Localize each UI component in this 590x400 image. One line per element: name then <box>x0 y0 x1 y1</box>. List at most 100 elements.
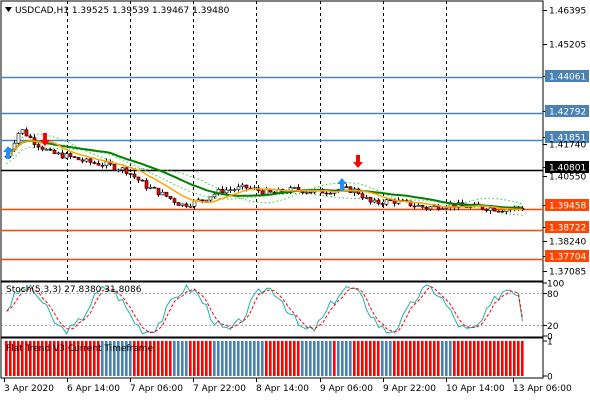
candle-body <box>412 205 417 208</box>
candle-body <box>184 203 189 207</box>
trend-bar-down <box>21 341 24 376</box>
price-label-box <box>545 131 589 143</box>
candle-body <box>40 146 45 150</box>
trend-bar-down <box>169 341 172 376</box>
signal-arrows <box>3 133 363 191</box>
trend-bar-down <box>273 341 276 376</box>
candle-body <box>296 187 301 191</box>
chart-menu-triangle-icon[interactable] <box>5 7 12 12</box>
candle-body <box>152 186 157 189</box>
candle-body <box>148 186 153 189</box>
candle-body <box>132 173 137 178</box>
candle-body <box>160 191 165 196</box>
price-label: 1.40550 <box>549 173 586 183</box>
trend-bar-down <box>469 341 472 376</box>
trend-bar-up <box>301 341 304 376</box>
trend-tick-label: 0 <box>547 373 553 383</box>
time-label: 7 Apr 22:00 <box>193 384 246 394</box>
price-label: 1.45205 <box>549 41 586 51</box>
candle-body <box>168 196 173 199</box>
trend-bar-down <box>361 341 364 376</box>
trend-bar-up <box>105 341 108 376</box>
trend-bar-down <box>81 341 84 376</box>
candle-body <box>44 148 49 151</box>
candle-body <box>24 129 29 137</box>
trend-bar-up <box>329 341 332 376</box>
time-label: 3 Apr 2020 <box>4 384 54 394</box>
candle-body <box>176 202 181 206</box>
trend-bar-down <box>501 341 504 376</box>
candle-body <box>136 176 141 181</box>
trend-bar-up <box>385 341 388 376</box>
candle-body <box>200 199 205 202</box>
candle-body <box>212 193 217 198</box>
price-label-box <box>545 221 589 233</box>
trend-bar-up <box>213 341 216 376</box>
trend-bar-down <box>425 341 428 376</box>
trend-bar-up <box>117 341 120 376</box>
trend-bar-down <box>477 341 480 376</box>
trend-bar-down <box>509 341 512 376</box>
trend-bar-down <box>165 341 168 376</box>
trend-bar-down <box>521 341 524 376</box>
candle-body <box>428 206 433 210</box>
trend-bar-up <box>237 341 240 376</box>
price-label: 1.39458 <box>549 202 586 212</box>
candle-body <box>112 163 117 171</box>
candle-body <box>180 203 185 206</box>
candle-body <box>52 149 57 154</box>
price-label-box <box>545 199 589 211</box>
trend-bar-down <box>505 341 508 376</box>
trend-bar-down <box>161 341 164 376</box>
trend-bar-down <box>9 341 12 376</box>
trend-bar-down <box>285 341 288 376</box>
trend-bar-down <box>189 341 192 376</box>
candle-body <box>64 153 69 159</box>
moving-averages <box>5 139 523 211</box>
price-label: 1.38240 <box>549 238 586 248</box>
trend-bar-down <box>153 341 156 376</box>
stochastic-tick-label: 80 <box>547 290 559 300</box>
candle-body <box>232 189 237 191</box>
trend-histogram <box>5 341 524 376</box>
candle-body <box>360 193 365 199</box>
trend-bar-down <box>453 341 456 376</box>
time-label: 13 Apr 06:00 <box>513 384 572 394</box>
trend-bar-up <box>101 341 104 376</box>
time-label: 7 Apr 06:00 <box>130 384 183 394</box>
trend-bar-down <box>465 341 468 376</box>
candle-body <box>236 186 241 190</box>
candle-body <box>88 158 93 163</box>
price-label-box <box>545 161 589 173</box>
price-label: 1.41851 <box>549 134 586 144</box>
trend-bar-down <box>437 341 440 376</box>
trend-bar-down <box>97 341 100 376</box>
trend-bar-down <box>517 341 520 376</box>
candle-body <box>164 191 169 197</box>
trend-bar-up <box>309 341 312 376</box>
trend-bar-down <box>49 341 52 376</box>
trend-bar-down <box>513 341 516 376</box>
candle-body <box>348 186 353 193</box>
time-axis[interactable]: 3 Apr 2020 6 Apr 14:00 7 Apr 06:00 7 Apr 22… <box>4 378 572 394</box>
trend-bar-down <box>481 341 484 376</box>
candle-body <box>48 148 53 151</box>
trend-bar-up <box>173 341 176 376</box>
trend-bar-up <box>181 341 184 376</box>
trend-bar-down <box>33 341 36 376</box>
trend-bar-up <box>321 341 324 376</box>
candle-body <box>492 207 497 212</box>
trend-bar-up <box>129 341 132 376</box>
price-axis[interactable]: 1.46395 1.45205 1.44061 1.42792 1.418511.417… <box>543 7 589 278</box>
stochastic-tick-label: 20 <box>547 322 559 332</box>
trend-bar-down <box>157 341 160 376</box>
trend-bar-up <box>185 341 188 376</box>
candle-body <box>128 173 133 175</box>
candle-body <box>60 152 65 159</box>
stochastic-signal-line <box>6 285 523 334</box>
candle-body <box>80 159 85 162</box>
price-label: 1.37704 <box>549 253 586 263</box>
trend-bar-down <box>5 341 8 376</box>
trend-bar-down <box>413 341 416 376</box>
